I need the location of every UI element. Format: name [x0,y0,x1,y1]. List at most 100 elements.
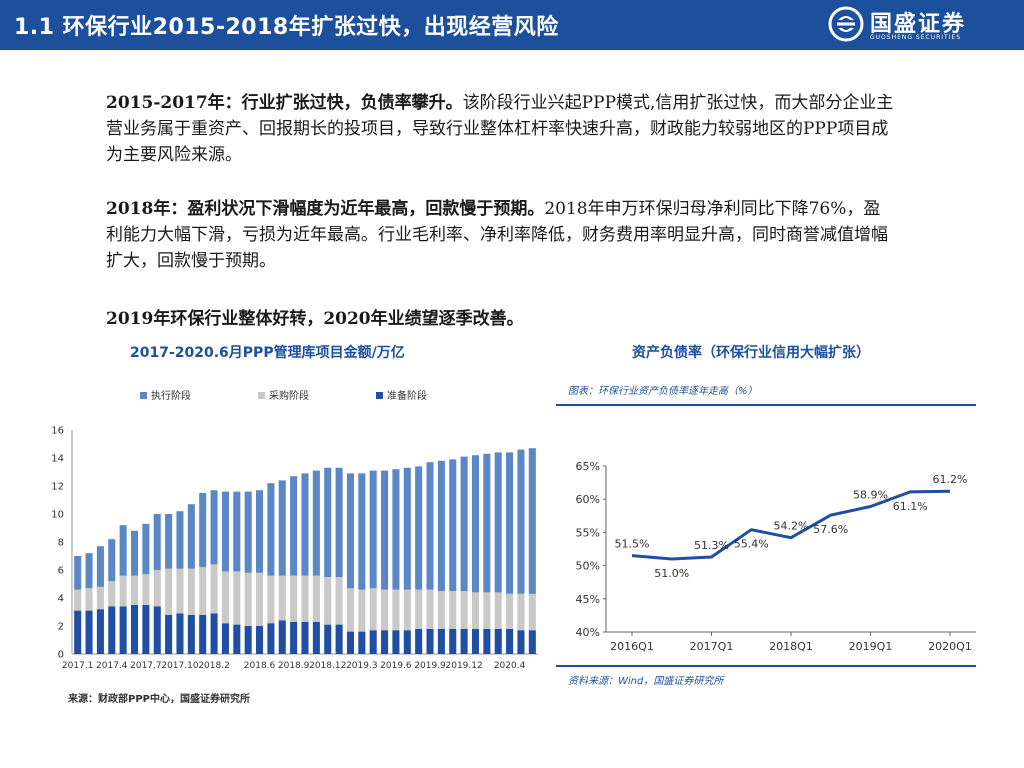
bar-segment [403,589,411,631]
x-tick-label: 2019.6 [380,661,412,671]
bar-segment [199,614,207,654]
bar-segment [506,452,514,594]
bar-segment [460,628,468,654]
paragraph-body: 2018年申万环保归母净利同比下降76%，盈利能力大幅下滑，亏损为近年最高。行业… [106,199,888,271]
data-label: 51.3% [694,539,729,552]
bar-segment [437,460,445,591]
bar-segment [108,581,116,607]
data-label: 51.0% [654,567,689,580]
left-chart-caption: 2017-2020.6月PPP管理库项目金额/万亿 [130,345,405,361]
divider-top [556,404,976,406]
bar-segment [426,462,434,590]
bar-segment [437,628,445,654]
y-tick-label: 60% [576,493,600,506]
legend-swatch [376,392,383,399]
bar-segment [449,591,457,629]
x-tick-label: 2019.12 [446,661,483,671]
paragraph-2018: 2018年：盈利状况下滑幅度为近年最高，回款慢于预期。2018年申万环保归母净利… [106,196,896,274]
header-bar: 1.1 环保行业2015-2018年扩张过快，出现经营风险 国盛证券 GUOSH… [0,0,1024,50]
y-tick-label: 40% [576,626,600,639]
x-tick-label: 2020.4 [494,661,526,671]
bar-segment [278,480,286,576]
bar-segment [301,621,309,654]
bar-segment [301,575,309,622]
bar-segment [403,630,411,654]
bar-segment [130,605,139,654]
x-tick-label: 2019.9 [414,661,446,671]
x-tick-label: 2018.9 [278,661,310,671]
bar-segment [256,572,264,626]
right-chart-caption: 资产负债率（环保行业信用大幅扩张） [632,345,870,361]
y-tick-label: 0 [58,650,64,661]
bar-segment [381,630,389,654]
bar-segment [130,530,139,576]
data-label: 58.9% [853,489,888,502]
bar-segment [312,575,320,622]
bar-segment [199,493,207,568]
bar-segment [256,490,264,573]
bar-segment [335,577,343,625]
bar-segment [244,626,252,654]
data-label: 61.1% [893,500,928,513]
legend-label: 执行阶段 [151,389,191,402]
logo-mark-icon [828,6,864,42]
series-line [631,489,951,561]
bar-segment [415,466,423,590]
x-tick-label: 2018.12 [309,661,346,671]
bar-segment [494,628,502,654]
bar-segment [506,628,514,654]
bar-segment [187,504,195,569]
bar-segment [267,483,275,576]
x-tick-label: 2017.4 [96,661,128,671]
bar-segment [471,455,480,593]
y-tick-label: 6 [58,566,64,577]
debt-ratio-line-chart: 40% 45% 50% 55% 60% 65% 2016Q1 2017Q1 2018Q1 2019… [576,460,976,653]
bar-segment [369,588,377,631]
bar-segment [517,593,525,631]
legend-swatch [140,392,147,399]
bar-segment [74,556,82,590]
bar-segment [483,628,491,654]
paragraph-heading: 2019年环保行业整体好转，2020年业绩望逐季改善。 [106,309,524,329]
y-tick-label: 2 [58,622,64,633]
bar-segment [187,614,195,654]
bar-segment [153,606,161,654]
bar-segment [108,539,116,582]
bar-segment [278,575,286,621]
bar-segment [494,452,502,593]
bar-segment [96,586,104,610]
bar-segment [199,567,207,615]
bar-segment [221,491,229,572]
x-tick-label: 2019Q1 [849,640,893,653]
bar-segment [85,610,93,654]
bar-segment [358,473,366,590]
legend-label: 准备阶段 [387,389,427,402]
bar-segment [119,606,127,654]
bar-segment [517,630,525,654]
x-tick-label: 2017.10 [161,661,198,671]
bar-segment [369,470,377,589]
y-tick-label: 10 [51,510,64,521]
bar-segment [221,623,229,654]
y-tick-label: 45% [576,593,600,606]
bar-segment [335,624,343,654]
bar-segment [471,628,480,654]
bar-segment [290,621,298,654]
paragraph-2019: 2019年环保行业整体好转，2020年业绩望逐季改善。 [106,306,896,332]
bar-segment [119,525,127,576]
bar-segment [392,469,400,590]
logo-name: 国盛证券 [870,12,967,37]
paragraph-2015-2017: 2015-2017年：行业扩张过快，负债率攀升。该阶段行业兴起PPP模式,信用扩… [106,90,896,168]
bar-segment [415,628,423,654]
x-tick-label: 2018Q1 [769,640,813,653]
bar-segment [369,630,377,654]
bar-segment [290,575,298,622]
bar-segment [165,568,173,615]
bar-segment [358,631,366,654]
bar-segment [483,453,491,593]
x-tick-label: 2018.2 [198,661,230,671]
bar-segment [233,571,241,625]
x-tick-label: 2018.6 [244,661,276,671]
divider-bottom [556,665,976,667]
